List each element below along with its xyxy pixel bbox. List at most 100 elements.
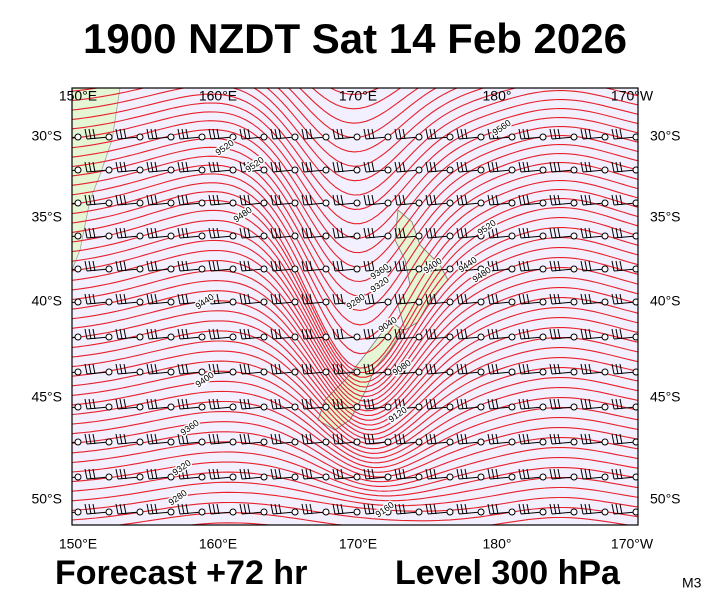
barb-feather: [429, 194, 433, 206]
wind-barb: [239, 161, 268, 174]
wind-barb: [518, 128, 547, 141]
barb-feather: [491, 161, 495, 173]
barb-feather: [154, 328, 158, 340]
barb-feather: [487, 503, 491, 515]
barb-feather: [185, 161, 189, 173]
wind-barb: [84, 128, 113, 141]
barb-feather: [150, 328, 154, 340]
wind-barb: [270, 260, 299, 273]
barb-feather: [611, 227, 615, 239]
wind-barb: [239, 194, 268, 207]
barb-station: [353, 199, 361, 207]
contour-line: [72, 191, 638, 369]
barb-feather: [588, 503, 592, 515]
barb-feather: [154, 468, 158, 480]
contour-line: [72, 300, 638, 421]
barb-station: [632, 438, 638, 446]
barb-feather: [216, 328, 220, 340]
barb-station: [105, 508, 113, 516]
barb-station: [477, 508, 485, 516]
barb-feather: [239, 398, 243, 410]
barb-feather: [394, 260, 398, 272]
barb-feather: [487, 194, 491, 206]
barb-feather: [394, 468, 398, 480]
barb-shaft: [72, 235, 79, 238]
barb-feather: [394, 503, 398, 515]
barb-feather: [92, 161, 96, 173]
barb-station: [167, 508, 175, 516]
longitude-label: 160°E: [199, 88, 237, 104]
barb-feather: [58, 469, 60, 479]
barb-station: [167, 333, 175, 341]
barb-station: [384, 333, 392, 341]
wind-barb: [363, 194, 392, 207]
barb-feather: [588, 363, 592, 375]
barb-feather: [336, 260, 340, 272]
barb-feather: [336, 161, 340, 173]
barb-feather: [270, 398, 274, 410]
wind-barb: [115, 503, 144, 516]
barb-feather: [274, 128, 278, 140]
barb-station: [353, 438, 361, 446]
barb-feather: [88, 503, 92, 515]
barb-feather: [270, 161, 274, 173]
barb-station: [74, 199, 82, 207]
barb-feather: [460, 433, 464, 445]
barb-feather: [402, 293, 406, 305]
barb-feather: [549, 194, 553, 206]
barb-feather: [495, 363, 499, 375]
barb-feather: [557, 503, 561, 515]
barb-feather: [62, 364, 64, 374]
barb-feather: [460, 398, 464, 410]
barb-feather: [278, 503, 282, 515]
barb-feather: [340, 227, 344, 239]
barb-feather: [518, 260, 522, 272]
barb-feather: [115, 293, 119, 305]
barb-shaft: [72, 371, 79, 374]
wind-barb: [487, 161, 516, 174]
barb-feather: [123, 227, 127, 239]
wind-barb: [301, 260, 330, 273]
barb-feather: [154, 398, 158, 410]
barb-feather: [336, 468, 340, 480]
barb-feather: [239, 128, 243, 140]
barb-feather: [247, 293, 251, 305]
barb-feather: [88, 363, 92, 375]
barb-feather: [619, 398, 623, 410]
barb-feather: [119, 398, 123, 410]
barb-station: [136, 438, 144, 446]
barb-feather: [88, 260, 92, 272]
barb-station: [508, 199, 516, 207]
barb-feather: [557, 260, 561, 272]
barb-feather: [84, 128, 88, 140]
contour-line: [72, 411, 638, 473]
barb-feather: [557, 398, 561, 410]
wind-barb: [580, 503, 609, 516]
barb-station: [508, 232, 516, 240]
wind-barb: [115, 227, 144, 240]
barb-feather: [580, 433, 584, 445]
barb-feather: [611, 128, 615, 140]
barb-station: [570, 473, 578, 481]
wind-barb: [239, 260, 268, 273]
barb-feather: [84, 328, 88, 340]
barb-feather: [491, 468, 495, 480]
barb-feather: [247, 398, 251, 410]
barb-feather: [495, 433, 499, 445]
wind-barb: [270, 227, 299, 240]
barb-feather: [309, 161, 313, 173]
wind-barb: [611, 194, 638, 207]
barb-feather: [456, 503, 460, 515]
barb-feather: [88, 194, 92, 206]
barb-station: [74, 403, 82, 411]
longitude-label: 150°E: [59, 536, 97, 552]
barb-station: [601, 133, 609, 141]
barb-feather: [332, 161, 336, 173]
barb-feather: [247, 194, 251, 206]
barb-station: [570, 166, 578, 174]
barb-feather: [491, 363, 495, 375]
barb-feather: [274, 363, 278, 375]
wind-barb: [115, 161, 144, 174]
barb-feather: [150, 363, 154, 375]
barb-feather: [243, 363, 247, 375]
